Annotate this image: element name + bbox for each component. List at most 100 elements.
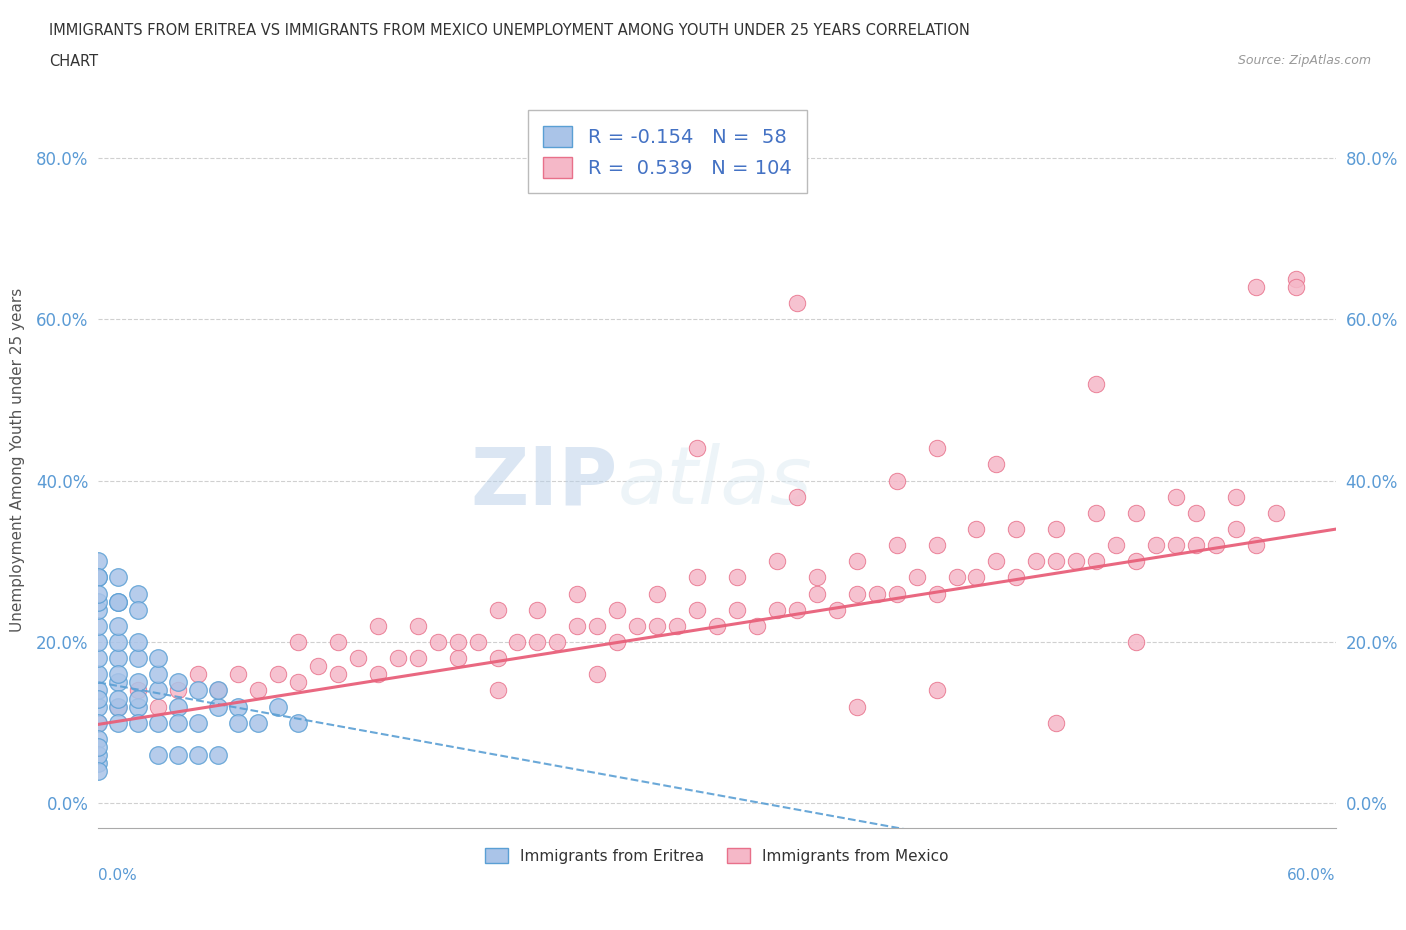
Point — [666, 618, 689, 633]
Point — [87, 732, 110, 747]
Point — [1125, 505, 1147, 520]
Point — [786, 489, 808, 504]
Point — [207, 683, 229, 698]
Point — [87, 618, 110, 633]
Point — [446, 634, 468, 649]
Point — [326, 667, 349, 682]
Point — [87, 634, 110, 649]
Point — [1244, 538, 1267, 552]
Point — [127, 715, 149, 730]
Point — [1005, 570, 1028, 585]
Point — [107, 699, 129, 714]
Point — [87, 554, 110, 569]
Point — [786, 296, 808, 311]
Point — [1005, 522, 1028, 537]
Point — [986, 457, 1008, 472]
Point — [567, 586, 589, 601]
Point — [207, 683, 229, 698]
Point — [148, 699, 170, 714]
Point — [806, 586, 828, 601]
Point — [406, 651, 429, 666]
Point — [107, 651, 129, 666]
Point — [745, 618, 768, 633]
Point — [148, 683, 170, 698]
Point — [686, 603, 709, 618]
Text: 0.0%: 0.0% — [98, 868, 138, 884]
Point — [905, 570, 928, 585]
Point — [287, 675, 309, 690]
Point — [107, 675, 129, 690]
Point — [87, 651, 110, 666]
Point — [1225, 489, 1247, 504]
Point — [87, 739, 110, 754]
Point — [526, 634, 548, 649]
Point — [207, 748, 229, 763]
Point — [686, 441, 709, 456]
Point — [107, 594, 129, 609]
Point — [825, 603, 848, 618]
Point — [107, 634, 129, 649]
Point — [127, 651, 149, 666]
Point — [267, 699, 290, 714]
Point — [806, 570, 828, 585]
Point — [866, 586, 889, 601]
Point — [1144, 538, 1167, 552]
Point — [626, 618, 648, 633]
Text: CHART: CHART — [49, 54, 98, 69]
Point — [486, 683, 509, 698]
Y-axis label: Unemployment Among Youth under 25 years: Unemployment Among Youth under 25 years — [10, 288, 25, 632]
Point — [966, 522, 988, 537]
Point — [467, 634, 489, 649]
Point — [586, 618, 609, 633]
Point — [148, 667, 170, 682]
Point — [845, 699, 868, 714]
Point — [725, 570, 748, 585]
Point — [87, 748, 110, 763]
Point — [1105, 538, 1128, 552]
Point — [87, 603, 110, 618]
Point — [706, 618, 728, 633]
Point — [226, 715, 249, 730]
Point — [1185, 538, 1208, 552]
Point — [167, 683, 190, 698]
Point — [87, 570, 110, 585]
Point — [127, 634, 149, 649]
Point — [127, 683, 149, 698]
Point — [506, 634, 529, 649]
Point — [107, 667, 129, 682]
Point — [786, 603, 808, 618]
Point — [367, 618, 389, 633]
Point — [645, 586, 668, 601]
Point — [167, 675, 190, 690]
Point — [546, 634, 568, 649]
Point — [127, 675, 149, 690]
Point — [247, 683, 270, 698]
Point — [725, 603, 748, 618]
Point — [87, 764, 110, 778]
Point — [1244, 279, 1267, 294]
Point — [1025, 554, 1047, 569]
Point — [1125, 554, 1147, 569]
Point — [486, 651, 509, 666]
Point — [87, 691, 110, 706]
Point — [87, 667, 110, 682]
Point — [267, 667, 290, 682]
Point — [347, 651, 370, 666]
Point — [326, 634, 349, 649]
Point — [1285, 272, 1308, 286]
Point — [1064, 554, 1087, 569]
Point — [925, 538, 948, 552]
Point — [87, 594, 110, 609]
Point — [606, 634, 628, 649]
Point — [287, 715, 309, 730]
Point — [1164, 538, 1187, 552]
Point — [87, 715, 110, 730]
Point — [645, 618, 668, 633]
Point — [187, 715, 209, 730]
Point — [167, 699, 190, 714]
Point — [247, 715, 270, 730]
Point — [446, 651, 468, 666]
Point — [486, 603, 509, 618]
Point — [1264, 505, 1286, 520]
Point — [945, 570, 967, 585]
